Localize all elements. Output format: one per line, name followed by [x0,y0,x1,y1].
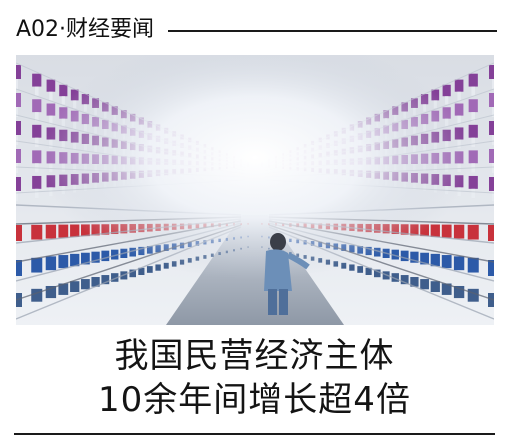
section-divider [168,30,497,32]
worker-figure [264,233,310,315]
headline: 我国民营经济主体 10余年间增长超4倍 [0,334,509,422]
bottom-divider [14,433,495,435]
section-label: A02·财经要闻 [16,17,155,42]
headline-line-2: 10余年间增长超4倍 [98,380,411,420]
factory-photo [16,55,494,325]
headline-line-1: 我国民营经济主体 [114,336,395,376]
textile-factory-illustration [16,55,494,325]
section-header: A02·财经要闻 [16,13,497,47]
